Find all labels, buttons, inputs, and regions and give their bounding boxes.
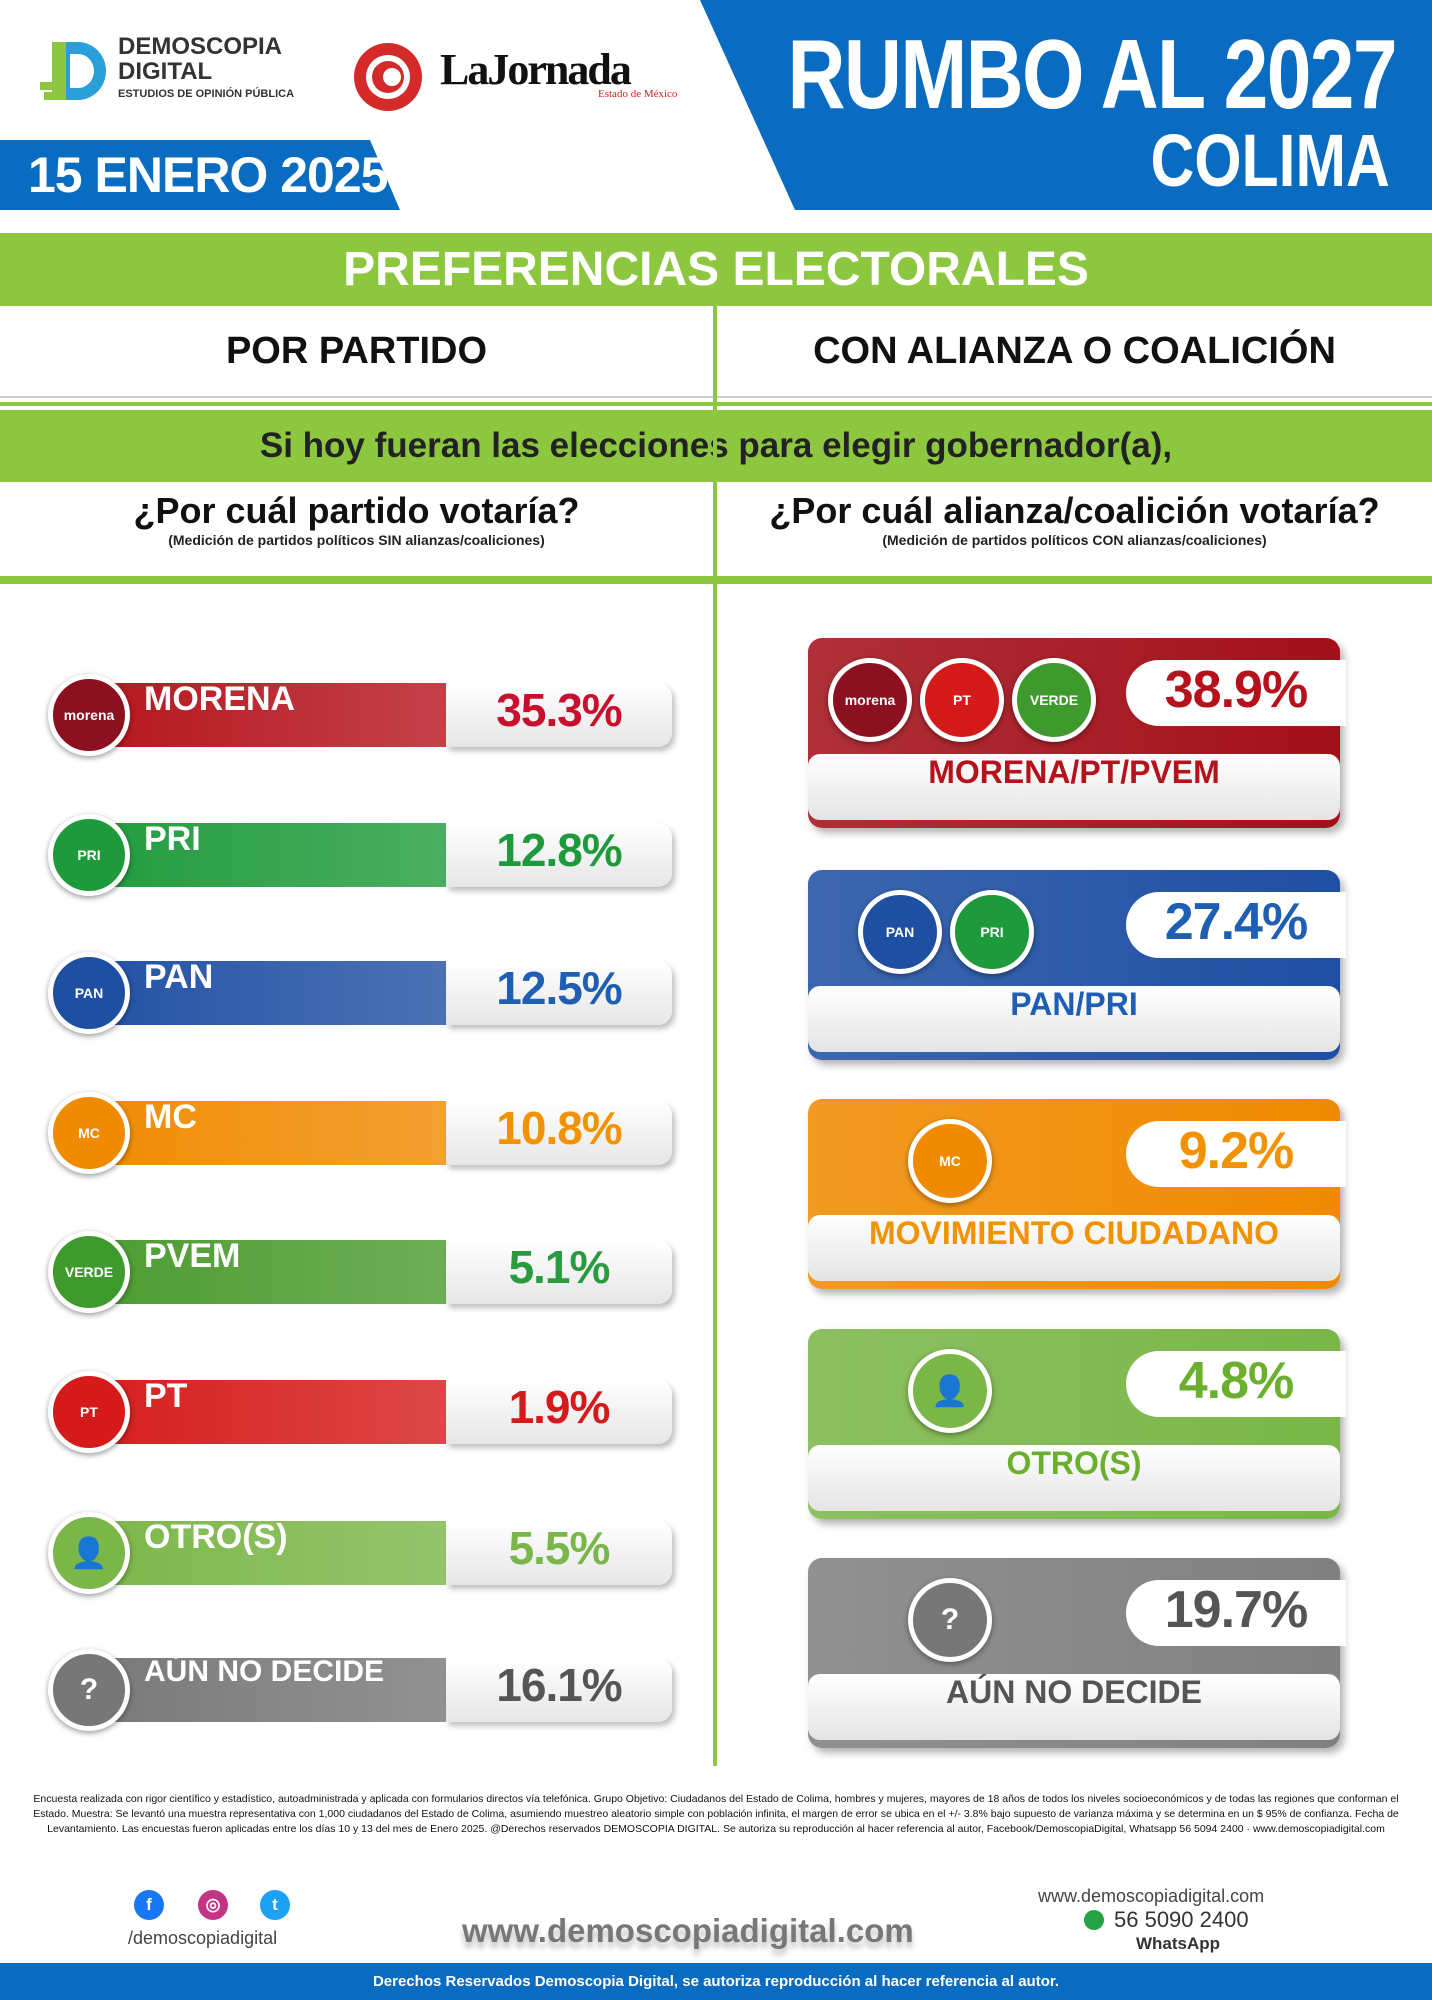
date-badge: 15 ENERO 2025	[0, 140, 400, 210]
verde-logo-icon: VERDE	[1012, 658, 1096, 742]
morena-logo-icon: morena	[48, 674, 130, 756]
person-logo-icon: 👤	[48, 1512, 130, 1594]
coalition-label: AÚN NO DECIDE	[808, 1674, 1340, 1740]
party-value: 35.3%	[446, 683, 672, 747]
methodology-note: Encuesta realizada con rigor científico …	[33, 1793, 1399, 1835]
website-link[interactable]: www.demoscopiadigital.com	[462, 1912, 914, 1949]
demoscopia-name: DEMOSCOPIA DIGITAL	[118, 34, 282, 84]
phone-number[interactable]: 56 5090 2400	[1114, 1907, 1249, 1932]
q-left-note: (Medición de partidos políticos SIN alia…	[168, 532, 545, 548]
pri-logo-icon: PRI	[48, 814, 130, 896]
party-value: 1.9%	[446, 1380, 672, 1444]
pt-logo-icon: PT	[920, 658, 1004, 742]
demoscopia-logo-icon	[40, 42, 106, 100]
question-logo-icon: ?	[908, 1578, 992, 1662]
party-value: 12.8%	[446, 823, 672, 887]
coalition-card-pan-pri: 27.4% PAN/PRI PAN PRI	[808, 870, 1346, 1060]
rights-banner: Derechos Reservados Demoscopia Digital, …	[0, 1963, 1432, 2000]
party-value: 5.5%	[446, 1521, 672, 1585]
party-value: 16.1%	[446, 1658, 672, 1722]
brand-line1: DEMOSCOPIA	[118, 33, 283, 60]
question-left: ¿Por cuál partido votaría? (Medición de p…	[0, 490, 713, 548]
mc-logo-icon: MC	[48, 1092, 130, 1174]
twitter-icon[interactable]: t	[260, 1890, 290, 1920]
la-jornada-logo: LaJornada	[440, 45, 632, 94]
coalition-value: 38.9%	[1126, 660, 1346, 726]
question-right: ¿Por cuál alianza/coalición votaría? (Med…	[717, 490, 1432, 548]
party-row-morena: MORENA 35.3% morena	[48, 674, 678, 756]
party-row-a-n-no-decide: AÚN NO DECIDE 16.1%?	[48, 1649, 678, 1731]
coalition-card-movimiento-ciudadano: 9.2% MOVIMIENTO CIUDADANO MC	[808, 1099, 1346, 1289]
morena-logo-icon: morena	[828, 658, 912, 742]
party-value: 12.5%	[446, 961, 672, 1025]
pt-logo-icon: PT	[48, 1371, 130, 1453]
question-logo-icon: ?	[48, 1649, 130, 1731]
coalition-label: OTRO(S)	[808, 1445, 1340, 1511]
coalition-value: 4.8%	[1126, 1351, 1346, 1417]
party-label: PAN	[144, 958, 214, 996]
col-left-header: POR PARTIDO	[0, 306, 713, 398]
demoscopia-tagline: ESTUDIOS DE OPINIÓN PÚBLICA	[118, 88, 295, 100]
party-row-mc: MC 10.8% MC	[48, 1092, 678, 1174]
instagram-icon[interactable]: ◎	[198, 1890, 228, 1920]
coalition-card-otro-s-: 4.8% OTRO(S) 👤	[808, 1329, 1346, 1519]
party-label: PT	[144, 1377, 188, 1415]
website-small[interactable]: www.demoscopiadigital.com	[1038, 1886, 1265, 1906]
party-value: 10.8%	[446, 1101, 672, 1165]
q-right-note: (Medición de partidos políticos CON alia…	[882, 532, 1267, 548]
coalition-value: 9.2%	[1126, 1121, 1346, 1187]
state-title: COLIMA	[1150, 119, 1390, 202]
q-right-text: ¿Por cuál alianza/coalición votaría?	[769, 490, 1380, 531]
header-blue-panel	[700, 0, 1432, 210]
column-divider	[713, 306, 717, 1766]
party-label: PRI	[144, 820, 201, 858]
coalition-label: MORENA/PT/PVEM	[808, 754, 1340, 820]
pan-logo-icon: PAN	[48, 952, 130, 1034]
party-row-pvem: PVEM 5.1% VERDE	[48, 1231, 678, 1313]
coalition-label: MOVIMIENTO CIUDADANO	[808, 1215, 1340, 1281]
party-label: AÚN NO DECIDE	[144, 1655, 385, 1688]
coalition-label: PAN/PRI	[808, 986, 1340, 1052]
party-label: OTRO(S)	[144, 1518, 288, 1556]
whatsapp-label: WhatsApp	[1136, 1934, 1221, 1953]
la-jornada-sun-icon	[354, 43, 422, 111]
mc-logo-icon: MC	[908, 1119, 992, 1203]
coalition-card-a-n-no-decide: 19.7% AÚN NO DECIDE?	[808, 1558, 1346, 1748]
party-label: MC	[144, 1098, 197, 1136]
pri-logo-icon: PRI	[950, 890, 1034, 974]
la-jornada-sub: Estado de México	[598, 88, 678, 100]
section-title: PREFERENCIAS ELECTORALES	[0, 233, 1432, 306]
party-value: 5.1%	[446, 1240, 672, 1304]
coalition-card-morena-pt-pvem: 38.9% MORENA/PT/PVEM morena PT VERDE	[808, 638, 1346, 828]
party-label: MORENA	[144, 680, 296, 718]
main-title: RUMBO AL 2027	[787, 19, 1398, 129]
party-row-otro-s-: OTRO(S) 5.5% 👤	[48, 1512, 678, 1594]
brand-line2: DIGITAL	[118, 58, 213, 85]
social-handle[interactable]: /demoscopiadigital	[128, 1928, 278, 1948]
pan-logo-icon: PAN	[858, 890, 942, 974]
coalition-value: 27.4%	[1126, 892, 1346, 958]
q-left-text: ¿Por cuál partido votaría?	[133, 490, 580, 531]
party-row-pt: PT 1.9% PT	[48, 1371, 678, 1453]
person-logo-icon: 👤	[908, 1349, 992, 1433]
party-row-pan: PAN 12.5% PAN	[48, 952, 678, 1034]
whatsapp-icon	[1084, 1910, 1104, 1930]
col-right-header: CON ALIANZA O COALICIÓN	[717, 306, 1432, 398]
coalition-value: 19.7%	[1126, 1580, 1346, 1646]
party-label: PVEM	[144, 1237, 241, 1275]
party-row-pri: PRI 12.8% PRI	[48, 814, 678, 896]
verde-logo-icon: VERDE	[48, 1231, 130, 1313]
facebook-icon[interactable]: f	[134, 1890, 164, 1920]
